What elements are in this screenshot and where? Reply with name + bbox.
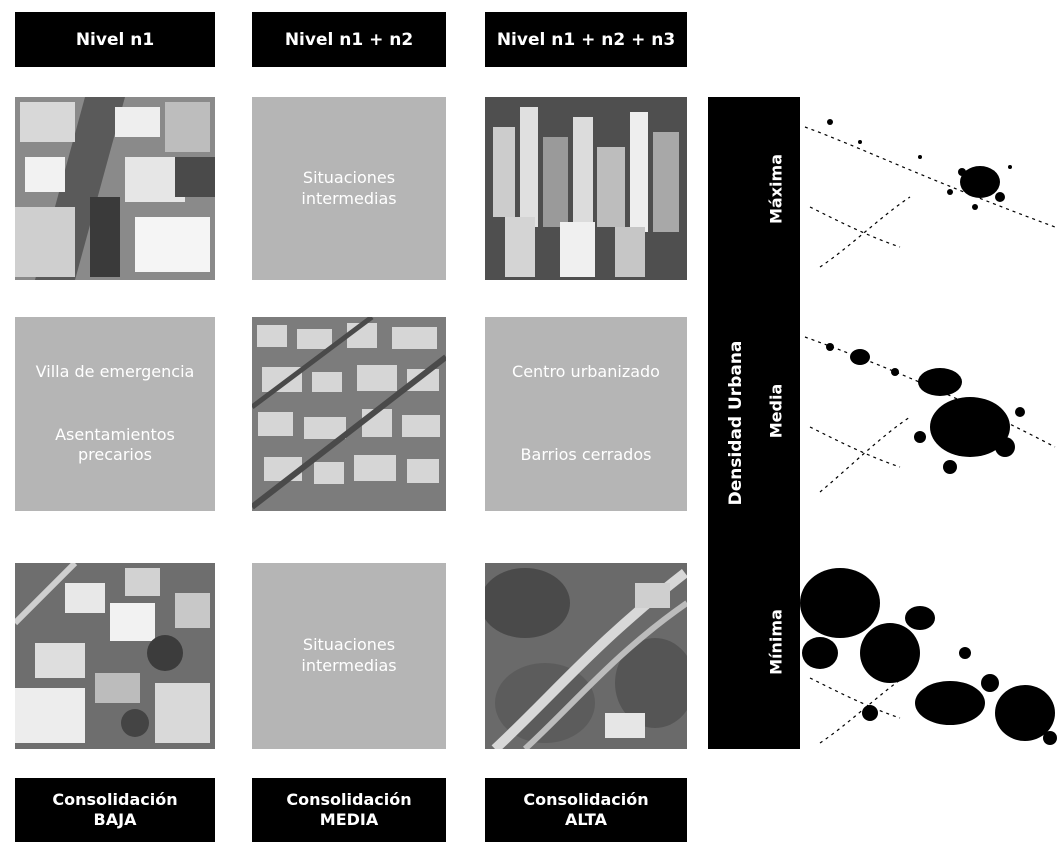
cell-text-line: intermedias xyxy=(301,188,397,208)
density-level-media: Media xyxy=(766,383,786,439)
header-nivel-n1-n2-n3: Nivel n1 + n2 + n3 xyxy=(485,12,687,67)
footer-line: Consolidación xyxy=(286,790,412,809)
footer-consolidacion-baja: Consolidación BAJA xyxy=(15,778,215,842)
cell-text-barrios: Barrios cerrados xyxy=(520,445,652,464)
density-bar: Densidad Urbana Máxima Media Mínima xyxy=(708,97,800,749)
cell-text-line: Situaciones xyxy=(302,635,396,655)
photo-high-rise-city xyxy=(485,97,687,280)
footer-level: MEDIA xyxy=(319,810,379,829)
cell-villa-asentamientos: Villa de emergencia Asentamientos precar… xyxy=(15,317,215,511)
header-nivel-n1: Nivel n1 xyxy=(15,12,215,67)
density-map-minima xyxy=(800,563,1061,749)
density-map-media xyxy=(800,317,1061,511)
cell-text-villa: Villa de emergencia xyxy=(35,361,195,381)
footer-level: ALTA xyxy=(565,810,607,829)
photo-highway-suburb xyxy=(485,563,687,749)
header-nivel-n1-n2: Nivel n1 + n2 xyxy=(252,12,446,67)
cell-text-centro: Centro urbanizado xyxy=(512,362,660,382)
photo-low-density-houses xyxy=(15,563,215,749)
density-map-maxima xyxy=(800,97,1061,280)
cell-situaciones-intermedias-bottom: Situaciones intermedias xyxy=(252,563,446,749)
cell-centro-barrios: Centro urbanizado Barrios cerrados xyxy=(485,317,687,511)
cell-text-line: intermedias xyxy=(301,656,397,675)
footer-consolidacion-media: Consolidación MEDIA xyxy=(252,778,446,842)
cell-text-asentamientos: Asentamientos xyxy=(55,424,175,444)
photo-aerial-grid-neighborhood xyxy=(252,317,446,511)
footer-line: Consolidación xyxy=(523,790,649,809)
photo-dense-informal-settlement xyxy=(15,97,215,280)
density-title: Densidad Urbana xyxy=(726,340,746,506)
footer-consolidacion-alta: Consolidación ALTA xyxy=(485,778,687,842)
density-level-maxima: Máxima xyxy=(766,154,786,224)
density-level-minima: Mínima xyxy=(766,609,786,675)
footer-level: BAJA xyxy=(93,810,137,829)
footer-line: Consolidación xyxy=(52,790,178,809)
cell-text-precarios: precarios xyxy=(78,445,152,465)
cell-situaciones-intermedias-top: Situaciones intermedias xyxy=(252,97,446,280)
cell-text-line: Situaciones xyxy=(302,167,396,187)
